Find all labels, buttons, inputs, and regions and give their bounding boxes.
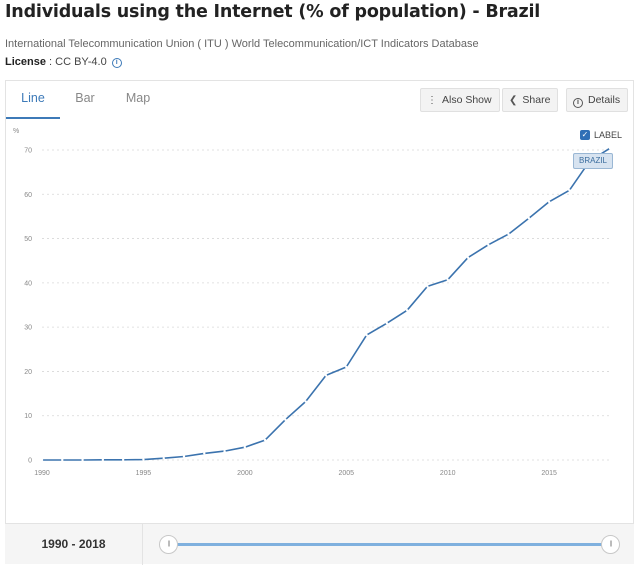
source-text: International Telecommunication Union ( … (5, 38, 479, 50)
y-axis-unit-label: % (13, 128, 19, 135)
slider-handle-end[interactable]: ||| (601, 535, 620, 554)
series-line-brazil (42, 147, 611, 461)
y-tick-label: 10 (24, 413, 32, 420)
data-point (263, 438, 267, 442)
data-point (121, 458, 125, 462)
data-point (507, 232, 510, 236)
data-point (284, 418, 287, 421)
data-point (101, 458, 105, 462)
year-range-text: 1990 - 2018 (5, 524, 143, 565)
also-show-label: Also Show (442, 94, 492, 106)
x-tick-label: 2005 (338, 470, 354, 477)
vertical-dots-icon: ⋮ (427, 95, 437, 106)
info-icon[interactable]: i (111, 58, 122, 68)
data-point (365, 333, 368, 337)
data-point (304, 400, 307, 403)
y-tick-label: 30 (24, 325, 32, 332)
license-label: License (5, 56, 46, 68)
tab-bar[interactable]: Bar (75, 91, 95, 105)
x-tick-label: 1995 (136, 470, 152, 477)
share-label: Share (522, 94, 551, 106)
y-tick-label: 70 (24, 148, 32, 155)
details-button[interactable]: i Details (566, 88, 629, 112)
page-title: Individuals using the Internet (% of pop… (5, 2, 541, 22)
y-tick-label: 60 (24, 192, 32, 199)
data-point (324, 374, 328, 377)
x-tick-label: 2010 (440, 470, 456, 477)
info-icon: i (573, 98, 583, 108)
data-point (81, 458, 84, 462)
data-point (608, 147, 612, 150)
data-point (345, 365, 348, 369)
data-point (162, 457, 165, 460)
label-checkbox[interactable]: ✓ (580, 130, 590, 140)
y-tick-label: 0 (28, 458, 32, 465)
chart-tabs: Line Bar Map ⋮ Also Show ❮ Share i Details (6, 81, 633, 119)
share-button[interactable]: ❮ Share (502, 88, 559, 112)
range-footer: 1990 - 2018 ||| ||| (5, 523, 634, 565)
tab-line[interactable]: Line (6, 81, 60, 119)
series-tag: BRAZIL (573, 153, 614, 169)
data-point (446, 278, 449, 281)
data-point (547, 200, 551, 204)
x-tick-label: 1990 (34, 470, 50, 477)
share-icon: ❮ (509, 95, 518, 106)
data-point (405, 309, 409, 312)
details-label: Details (588, 94, 621, 106)
tab-map[interactable]: Map (125, 91, 151, 105)
y-tick-label: 40 (24, 280, 32, 287)
data-point (61, 458, 64, 462)
data-point (568, 189, 571, 192)
data-point (426, 285, 429, 288)
data-point (466, 256, 470, 259)
license-line: License : CC BY-4.0 i (5, 56, 122, 68)
data-point (527, 217, 531, 220)
y-tick-label: 20 (24, 369, 32, 376)
x-tick-label: 2015 (541, 470, 557, 477)
y-tick-label: 50 (24, 236, 32, 243)
data-point (487, 243, 490, 246)
data-point (142, 458, 145, 461)
data-point (223, 449, 226, 453)
data-point (40, 458, 44, 462)
data-point (203, 452, 206, 455)
data-point (243, 445, 247, 449)
data-point (385, 321, 389, 325)
also-show-button[interactable]: ⋮ Also Show (420, 88, 500, 112)
x-tick-label: 2000 (237, 470, 253, 477)
data-point (182, 455, 186, 458)
year-range-slider-track[interactable] (173, 543, 613, 546)
slider-handle-start[interactable]: ||| (159, 535, 178, 554)
label-checkbox-text: LABEL (594, 130, 623, 140)
line-chart: % 0 10 20 30 40 50 60 70 1990 1995 2000 2005 2010 2015 (13, 128, 612, 477)
license-value: CC BY-4.0 (55, 56, 107, 68)
